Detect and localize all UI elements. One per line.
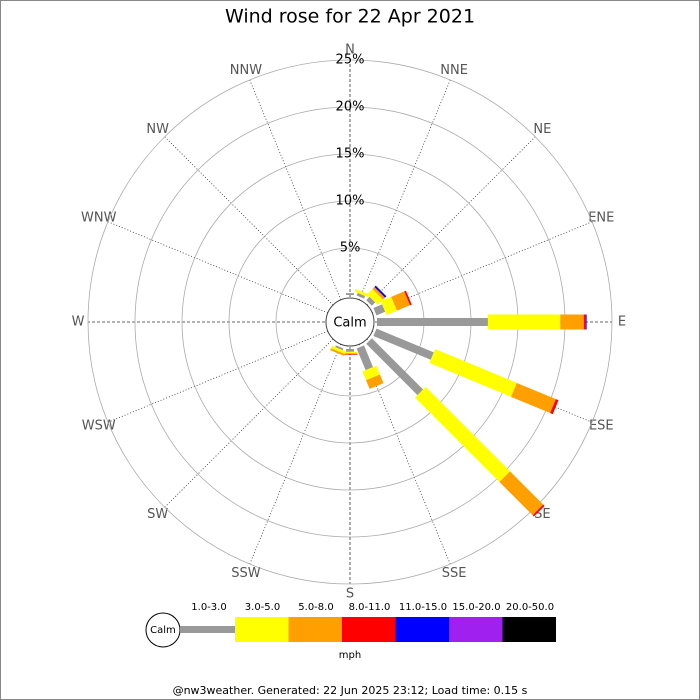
bar-segment <box>372 286 386 300</box>
r-tick-label: 20% <box>336 100 365 115</box>
bar-segment <box>373 328 434 360</box>
legend-unit: mph <box>339 650 361 661</box>
bar-segment <box>362 365 380 381</box>
r-tick-label: 15% <box>336 147 365 162</box>
direction-label: N <box>345 43 355 58</box>
legend-label: 15.0-20.0 <box>452 602 500 613</box>
direction-bars <box>373 290 412 316</box>
r-tick-label: 5% <box>340 241 361 256</box>
direction-label: S <box>346 587 354 602</box>
bar-segment <box>342 353 358 355</box>
bar-segment <box>404 290 412 306</box>
bar-segment <box>366 338 424 396</box>
direction-label: SW <box>147 507 168 522</box>
bar-segment <box>487 314 561 330</box>
bar-segment <box>356 345 374 371</box>
direction-bars <box>366 285 387 306</box>
bar-segment <box>374 285 387 298</box>
calm-label: Calm <box>333 316 366 331</box>
footer: @nw3weather. Generated: 22 Jun 2025 23:1… <box>173 684 528 697</box>
legend-swatch <box>449 617 503 642</box>
bar-segment <box>373 304 386 316</box>
bar-segment <box>511 382 556 414</box>
chart-title: Wind rose for 22 Apr 2021 <box>225 6 475 28</box>
direction-label: ESE <box>589 419 614 434</box>
bar-segment <box>335 345 344 351</box>
bar-segment <box>330 345 346 355</box>
legend-swatch <box>180 626 235 633</box>
legend-label: 20.0-50.0 <box>506 602 554 613</box>
grid-ring <box>87 59 613 585</box>
bar-segment <box>366 296 376 306</box>
direction-label: WNW <box>81 210 117 225</box>
bar-segment <box>377 318 488 326</box>
direction-label: WSW <box>82 419 116 434</box>
legend-label: 5.0-8.0 <box>298 602 333 613</box>
direction-bars <box>330 345 346 356</box>
bar-segment <box>354 288 370 298</box>
calm-circle <box>325 297 375 347</box>
legend-label: 11.0-15.0 <box>399 602 447 613</box>
bar-segment <box>532 504 545 517</box>
bar-segment <box>342 351 358 354</box>
r-tick-label: 10% <box>336 194 365 209</box>
direction-label: W <box>72 315 85 330</box>
legend-swatch <box>288 617 342 642</box>
direction-bars <box>346 293 354 295</box>
bar-segment <box>356 292 366 299</box>
legend-swatch <box>342 617 396 642</box>
bar-segment <box>380 296 397 315</box>
bar-segment <box>560 314 584 330</box>
legend-label: 8.0-11.0 <box>349 602 391 613</box>
r-tick-label: 25% <box>336 53 365 68</box>
direction-bars <box>354 288 370 299</box>
legend-swatch <box>395 617 449 642</box>
bar-segment <box>429 349 517 397</box>
direction-bars <box>366 338 545 517</box>
direction-bars <box>342 349 358 355</box>
legend-swatch <box>235 617 289 642</box>
bar-segment <box>414 386 510 482</box>
bar-segment <box>346 349 354 352</box>
legend-calm: Calm <box>150 625 176 636</box>
direction-label: NW <box>146 122 169 137</box>
direction-bars <box>356 345 384 389</box>
bar-segment <box>583 314 586 330</box>
direction-label: E <box>618 315 626 330</box>
bar-segment <box>346 293 354 295</box>
direction-label: SSE <box>442 566 467 581</box>
direction-label: ENE <box>588 210 614 225</box>
bar-segment <box>365 374 384 389</box>
legend: Calm mph 1.0-3.0 3.0-5.0 5.0-8.0 8.0-11.0 11… <box>145 602 556 661</box>
direction-label: NNW <box>230 63 262 78</box>
direction-label: NE <box>533 122 551 137</box>
direction-label: NNE <box>440 63 468 78</box>
bar-segment <box>499 471 544 516</box>
direction-bars <box>373 328 559 415</box>
bar-segment <box>391 291 410 311</box>
direction-bars <box>377 314 587 330</box>
bar-segment <box>367 288 384 305</box>
bar-segment <box>330 348 345 356</box>
direction-label: SSW <box>231 566 261 581</box>
legend-label: 3.0-5.0 <box>245 602 280 613</box>
bars <box>330 285 587 517</box>
bar-segment <box>550 399 559 415</box>
legend-swatch <box>502 617 556 642</box>
bar-segment <box>585 314 587 330</box>
legend-label: 1.0-3.0 <box>191 602 226 613</box>
